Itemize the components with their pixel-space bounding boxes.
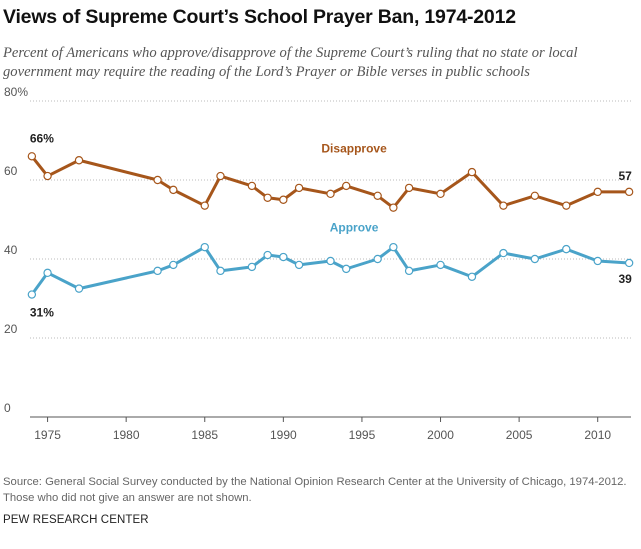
data-point-disapprove [74, 156, 84, 165]
series-line-disapprove [30, 154, 631, 210]
data-point-disapprove [436, 189, 445, 199]
x-tick-label: 1975 [34, 428, 61, 442]
y-tick-label: 20 [4, 322, 18, 336]
start-value-label-approve: 31% [30, 306, 54, 320]
data-point-approve [499, 248, 508, 258]
data-point-disapprove [326, 189, 335, 199]
data-point-disapprove [247, 181, 257, 191]
data-point-approve [326, 256, 335, 266]
data-point-approve [436, 260, 445, 270]
data-point-approve [342, 264, 351, 274]
data-point-approve [200, 242, 209, 252]
x-tick-label: 1980 [113, 428, 140, 442]
data-point-disapprove [593, 187, 602, 197]
y-tick-label: 40 [4, 243, 18, 257]
x-tick-label: 2005 [506, 428, 533, 442]
data-point-approve [153, 266, 162, 276]
data-point-approve [27, 290, 37, 299]
data-point-disapprove [624, 187, 634, 197]
x-tick-label: 1990 [270, 428, 297, 442]
data-point-disapprove [279, 195, 288, 204]
data-point-approve [530, 254, 540, 264]
data-point-approve [294, 260, 304, 270]
data-point-approve [624, 258, 634, 268]
data-point-approve [373, 254, 382, 264]
y-tick-label: 80% [4, 85, 28, 99]
data-point-disapprove [373, 191, 382, 200]
data-point-disapprove [263, 193, 272, 202]
data-point-approve [263, 250, 272, 260]
data-point-approve [279, 252, 288, 262]
data-point-disapprove [562, 201, 571, 210]
end-value-label-disapprove: 57 [618, 169, 632, 183]
data-point-disapprove [169, 185, 178, 195]
data-point-disapprove [530, 191, 540, 200]
series-label-approve: Approve [330, 220, 379, 234]
data-point-disapprove [404, 183, 414, 193]
data-point-approve [389, 242, 398, 252]
x-tick-label: 1995 [349, 428, 376, 442]
data-point-disapprove [153, 175, 162, 185]
start-value-label-disapprove: 66% [30, 131, 54, 145]
series-label-disapprove: Disapprove [321, 141, 387, 155]
data-point-disapprove [200, 201, 209, 210]
data-point-disapprove [342, 181, 351, 191]
data-point-approve [562, 244, 571, 254]
series-line-approve [30, 245, 631, 297]
y-tick-label: 0 [4, 401, 11, 415]
data-point-approve [467, 272, 477, 281]
data-point-disapprove [389, 203, 398, 212]
data-point-approve [169, 260, 178, 270]
data-point-approve [216, 266, 225, 276]
data-point-approve [43, 268, 52, 278]
data-point-disapprove [467, 167, 477, 177]
x-tick-label: 2000 [427, 428, 454, 442]
chart-subtitle: Percent of Americans who approve/disappr… [3, 45, 578, 80]
data-point-disapprove [27, 152, 37, 161]
data-point-approve [247, 262, 257, 272]
x-tick-label: 1985 [191, 428, 218, 442]
data-point-disapprove [43, 171, 52, 181]
data-point-approve [74, 284, 84, 293]
x-tick-label: 2010 [584, 428, 611, 442]
data-point-disapprove [499, 201, 508, 210]
y-tick-label: 60 [4, 164, 18, 178]
source-note: Source: General Social Survey conducted … [3, 476, 627, 504]
end-value-label-approve: 39 [618, 272, 632, 286]
brand-label: PEW RESEARCH CENTER [3, 514, 149, 526]
data-point-disapprove [216, 171, 225, 181]
line-chart: 0 20 40 60 80% 1975 1980 1985 1990 1995 2000 2005 20… [4, 85, 634, 442]
data-point-approve [593, 256, 602, 266]
chart-title: Views of Supreme Court’s School Prayer B… [3, 6, 516, 28]
data-point-approve [404, 266, 414, 276]
data-point-disapprove [294, 183, 304, 193]
